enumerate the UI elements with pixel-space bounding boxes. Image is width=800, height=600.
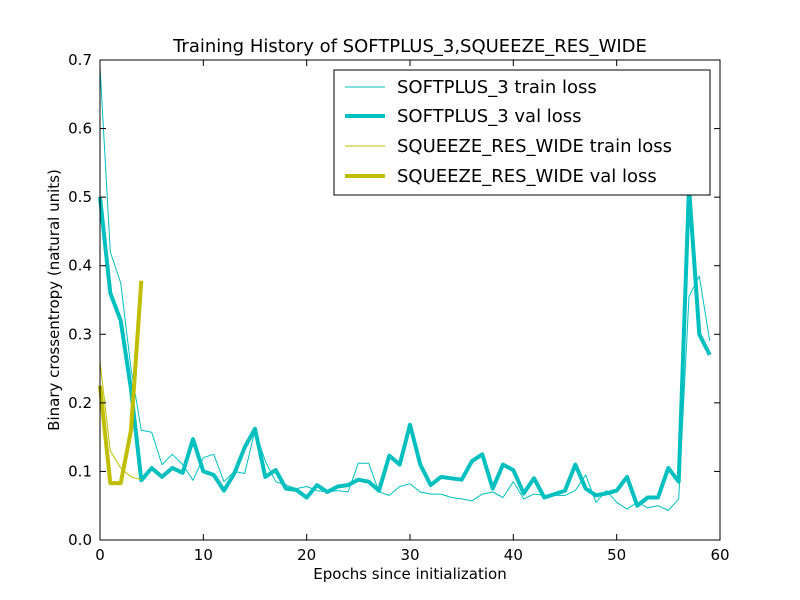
legend-label-squeeze-val: SQUEEZE_RES_WIDE val loss [397, 166, 657, 187]
legend-box [333, 69, 711, 196]
y-tick-label: 0.7 [68, 51, 92, 69]
x-tick-label: 60 [710, 546, 729, 564]
y-axis-label: Binary crossentropy (natural units) [45, 169, 63, 431]
y-tick-label: 0.5 [68, 188, 92, 206]
legend-label-squeeze-train: SQUEEZE_RES_WIDE train loss [397, 136, 672, 157]
series-layer [98, 66, 712, 511]
legend-label-softplus-val: SOFTPLUS_3 val loss [397, 106, 582, 127]
ticks-layer: 0 10 20 30 40 50 60 0.0 0.1 0.2 0.3 0.4 0.5 0.6 0.7 [68, 51, 729, 564]
legend: SOFTPLUS_3 train loss SOFTPLUS_3 val los… [333, 69, 711, 196]
x-tick-label: 20 [297, 546, 316, 564]
x-tick-label: 30 [400, 546, 419, 564]
y-tick-label: 0.1 [68, 462, 92, 480]
x-tick-label: 10 [194, 546, 213, 564]
y-tick-label: 0.4 [68, 257, 92, 275]
series-line-1 [98, 184, 712, 508]
y-tick-label: 0.0 [68, 531, 92, 549]
chart-title: Training History of SOFTPLUS_3,SQUEEZE_R… [172, 36, 647, 57]
x-tick-label: 40 [504, 546, 523, 564]
series-line-3 [98, 280, 144, 486]
x-tick-label: 0 [95, 546, 105, 564]
y-tick-label: 0.3 [68, 325, 92, 343]
x-axis-label: Epochs since initialization [313, 565, 506, 583]
legend-label-softplus-train: SOFTPLUS_3 train loss [397, 77, 597, 98]
series-line-2 [99, 361, 142, 481]
y-tick-label: 0.2 [68, 394, 92, 412]
y-tick-label: 0.6 [68, 120, 92, 138]
x-tick-label: 50 [607, 546, 626, 564]
